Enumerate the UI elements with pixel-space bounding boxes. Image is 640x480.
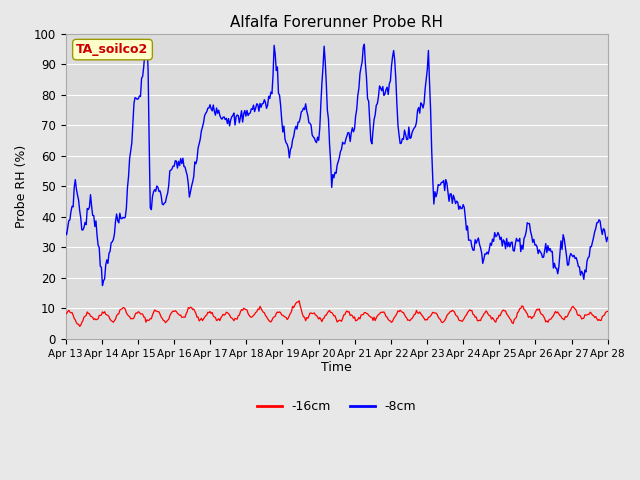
Legend: -16cm, -8cm: -16cm, -8cm bbox=[252, 395, 422, 418]
Title: Alfalfa Forerunner Probe RH: Alfalfa Forerunner Probe RH bbox=[230, 15, 443, 30]
Text: TA_soilco2: TA_soilco2 bbox=[76, 43, 148, 56]
Y-axis label: Probe RH (%): Probe RH (%) bbox=[15, 145, 28, 228]
X-axis label: Time: Time bbox=[321, 361, 352, 374]
